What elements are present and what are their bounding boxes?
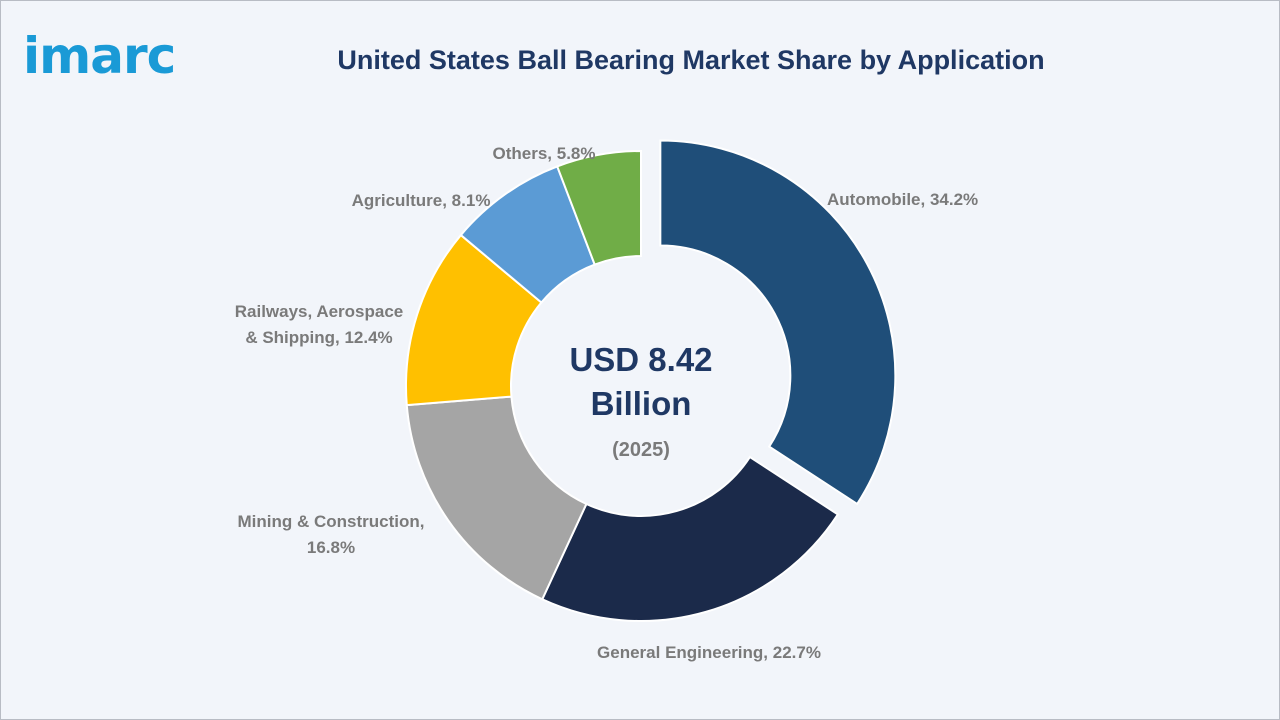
center-year: (2025)	[612, 439, 670, 461]
label-railways-aerospace-shipping: Railways, Aerospace & Shipping, 12.4%	[235, 302, 404, 347]
label-line: Railways, Aerospace	[235, 302, 404, 321]
label-automobile: Automobile, 34.2%	[827, 190, 978, 209]
donut-slices	[405, 139, 897, 622]
label-mining-construction: Mining & Construction, 16.8%	[238, 512, 425, 557]
slice-labels: Automobile, 34.2% General Engineering, 22…	[235, 144, 978, 662]
slice-general-engineering	[540, 455, 840, 622]
chart-title: United States Ball Bearing Market Share …	[337, 45, 1045, 75]
slice-others	[555, 149, 642, 266]
label-agriculture: Agriculture, 8.1%	[352, 191, 491, 210]
imarc-logo: imarc	[23, 31, 176, 81]
label-others: Others, 5.8%	[493, 144, 596, 163]
slice-automobile	[659, 139, 897, 506]
logo-text: imarc	[23, 27, 176, 85]
center-unit: Billion	[591, 385, 692, 422]
label-line: Mining & Construction,	[238, 512, 425, 531]
slice-mining-construction	[405, 395, 588, 601]
label-line: 16.8%	[307, 538, 355, 557]
label-general-engineering: General Engineering, 22.7%	[597, 643, 821, 662]
label-line: & Shipping, 12.4%	[245, 328, 392, 347]
center-value: USD 8.42	[569, 341, 712, 378]
